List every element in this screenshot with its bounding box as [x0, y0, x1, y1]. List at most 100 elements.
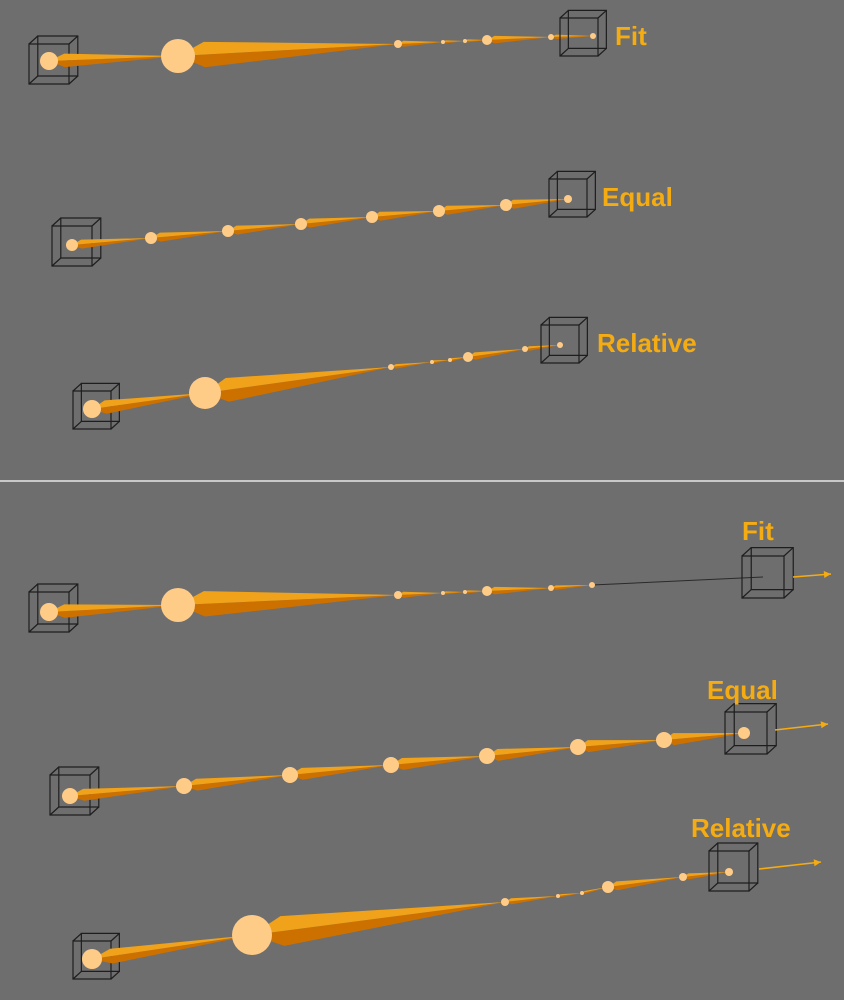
arrow-head-icon [820, 721, 828, 729]
bone [582, 887, 608, 894]
bone [525, 345, 560, 351]
bone [92, 935, 252, 964]
joint [441, 591, 445, 595]
joint [433, 205, 445, 217]
bone [551, 585, 592, 590]
joint [388, 364, 394, 370]
joint [82, 949, 102, 969]
label-top-relative: Relative [597, 328, 697, 358]
bone [391, 362, 432, 369]
joint [463, 352, 473, 362]
joint [366, 211, 378, 223]
bone [487, 747, 578, 761]
joint [725, 868, 733, 876]
joint [222, 225, 234, 237]
joint [556, 894, 560, 898]
bone [443, 40, 465, 44]
arrow-head-icon [823, 571, 831, 579]
bone [608, 877, 683, 891]
joint [232, 915, 272, 955]
arrow-line [758, 861, 822, 870]
chain-top-equal [51, 170, 596, 267]
cube-icon [28, 35, 79, 85]
bone [398, 591, 443, 598]
joint [383, 757, 399, 773]
joint [295, 218, 307, 230]
joint [501, 898, 509, 906]
cube-icon [540, 316, 588, 364]
cube-icon [559, 9, 607, 57]
chain-bottom-fit [28, 546, 832, 633]
bone [506, 199, 568, 209]
bone [551, 34, 593, 40]
joint [463, 590, 467, 594]
joint [602, 881, 614, 893]
bone [558, 893, 582, 898]
bone [465, 39, 487, 43]
bone [151, 231, 228, 242]
bone [178, 591, 398, 617]
chain-top-relative [72, 316, 588, 430]
bone [228, 224, 301, 235]
joint [656, 732, 672, 748]
bone [487, 586, 551, 595]
joint [448, 358, 452, 362]
bone [92, 393, 205, 414]
joint [522, 346, 528, 352]
label-bottom-relative: Relative [691, 813, 791, 843]
arrow-head-icon [813, 859, 821, 867]
joint [394, 40, 402, 48]
bone [252, 902, 505, 946]
bone [487, 35, 551, 44]
bone [391, 756, 487, 770]
joint [282, 767, 298, 783]
joint [557, 342, 563, 348]
bone [505, 896, 558, 905]
joint [548, 34, 554, 40]
joint [482, 35, 492, 45]
label-top-equal: Equal [602, 182, 673, 212]
cube-icon [49, 766, 100, 816]
label-bottom-equal: Equal [707, 675, 778, 705]
bone [465, 590, 487, 594]
joint [161, 588, 195, 622]
joint [679, 873, 687, 881]
bone [372, 211, 439, 221]
joint [62, 788, 78, 804]
bone [49, 53, 178, 68]
cube-icon [28, 583, 79, 633]
chain-line [591, 576, 764, 586]
bone [578, 740, 664, 753]
joint [145, 232, 157, 244]
bone [398, 40, 443, 47]
joint [40, 603, 58, 621]
bone [205, 367, 391, 402]
chain-bottom-equal [49, 702, 829, 816]
joint [66, 239, 78, 251]
joint [479, 748, 495, 764]
joint [482, 586, 492, 596]
label-top-fit: Fit [615, 21, 647, 51]
joint [176, 778, 192, 794]
bone [72, 238, 151, 249]
bone [184, 775, 290, 791]
cube-icon [72, 382, 120, 430]
label-bottom-fit: Fit [742, 516, 774, 546]
joint [161, 39, 195, 73]
joint [430, 360, 434, 364]
joint [570, 739, 586, 755]
bone [683, 872, 729, 880]
joint [548, 585, 554, 591]
bone [290, 765, 391, 780]
joint [738, 727, 750, 739]
bone [70, 786, 184, 801]
joint [83, 400, 101, 418]
joint [463, 39, 467, 43]
joint [589, 582, 595, 588]
cube-icon [724, 702, 777, 755]
bone [439, 205, 506, 215]
joint [189, 377, 221, 409]
bone [301, 217, 372, 228]
cube-icon [741, 546, 794, 599]
